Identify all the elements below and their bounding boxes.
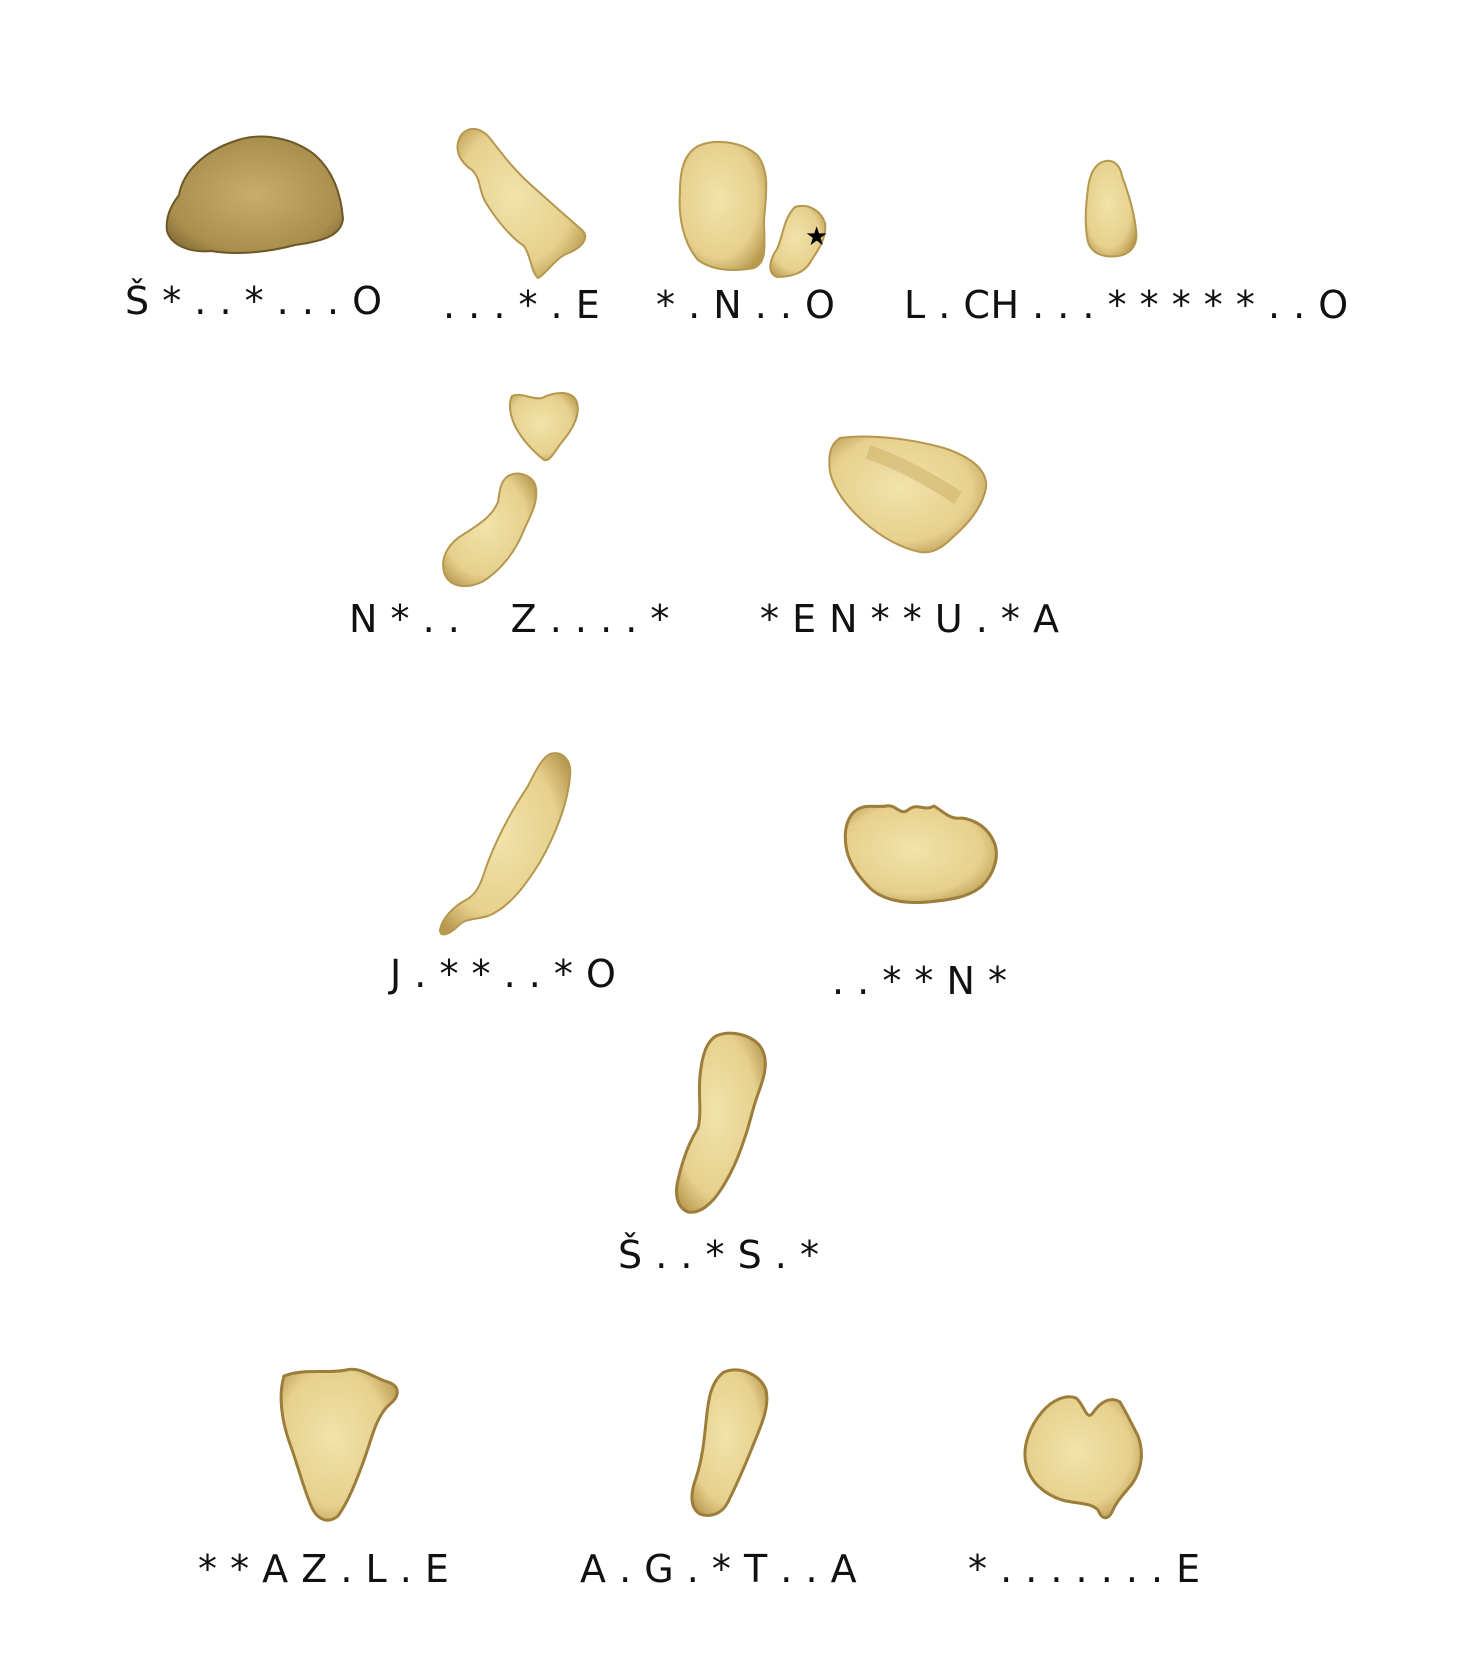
chip-label-4: L . CH . . . * * * * * . . O bbox=[904, 283, 1349, 327]
chip-5b bbox=[440, 472, 548, 590]
chip-7 bbox=[438, 750, 578, 940]
chip-10 bbox=[276, 1366, 402, 1524]
chip-3b bbox=[765, 203, 835, 281]
star-marker-icon: ★ bbox=[805, 222, 829, 252]
chip-4 bbox=[1082, 158, 1140, 258]
chip-5a bbox=[508, 390, 584, 464]
chip-label-12: * . . . . . . . E bbox=[968, 1547, 1201, 1591]
dark-chip-1 bbox=[165, 133, 345, 261]
chip-11 bbox=[686, 1368, 772, 1518]
chip-8 bbox=[842, 800, 1000, 906]
chip-6 bbox=[828, 432, 990, 556]
chip-12 bbox=[1022, 1392, 1146, 1520]
chip-2 bbox=[450, 126, 590, 284]
chip-label-2: . . . * . E bbox=[443, 283, 601, 327]
chip-9 bbox=[672, 1031, 776, 1216]
chip-label-10: * * A Z . L . E bbox=[198, 1547, 450, 1591]
chip-label-1: Š * . . * . . . O bbox=[125, 279, 383, 323]
chip-label-11: A . G . * T . . A bbox=[580, 1547, 858, 1591]
chip-label-3: * . N . . O bbox=[656, 283, 836, 327]
chip-label-5: N * . . Z . . . . * bbox=[349, 597, 670, 641]
chip-3a bbox=[676, 140, 772, 272]
chip-label-7: J . * * . . * O bbox=[390, 952, 617, 996]
chip-label-8: . . * * N * bbox=[832, 959, 1008, 1003]
chip-label-9: Š . . * S . * bbox=[618, 1233, 820, 1277]
chip-label-6: * E N * * U . * A bbox=[760, 597, 1060, 641]
